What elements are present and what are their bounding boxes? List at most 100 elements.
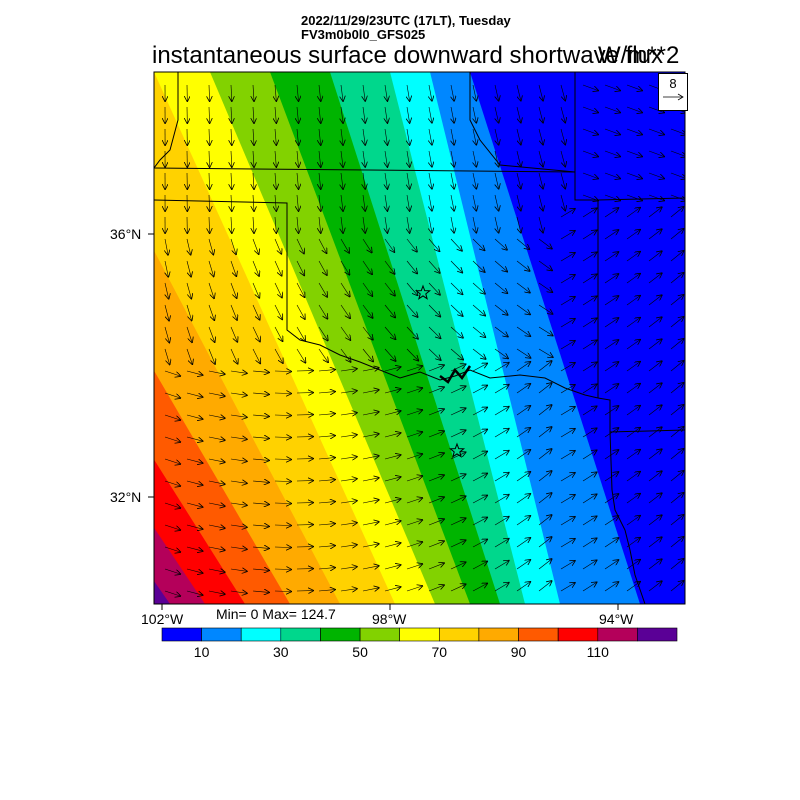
wind-arrow [363, 128, 365, 145]
wind-arrow [648, 229, 662, 240]
wind-arrow [340, 545, 357, 547]
wind-arrow [384, 282, 395, 296]
wind-arrow [164, 480, 180, 486]
wind-arrow [406, 476, 422, 482]
wind-arrow [451, 194, 454, 211]
wind-arrow [274, 415, 291, 416]
wind-arrow [560, 407, 575, 416]
wind-arrow [275, 172, 276, 189]
plot-title: instantaneous surface downward shortwave… [152, 42, 663, 69]
wind-arrow [406, 366, 422, 372]
wind-arrow [648, 273, 662, 284]
wind-arrow [384, 433, 401, 438]
wind-arrow [560, 319, 575, 328]
wind-arrow [670, 361, 683, 372]
wind-arrow [341, 172, 343, 189]
wind-arrow [164, 568, 180, 574]
wind-arrow [340, 304, 350, 318]
wind-arrow [231, 172, 232, 189]
wind-arrow [274, 348, 283, 363]
wind-arrow [604, 340, 618, 350]
wind-arrow [494, 539, 509, 548]
wind-arrow [385, 194, 387, 211]
wind-arrow [626, 274, 640, 284]
wind-arrow [450, 518, 466, 526]
wind-arrow [626, 384, 640, 394]
wind-arrow [648, 361, 662, 372]
wind-arrow [429, 128, 432, 145]
wind-arrow [318, 568, 335, 569]
wind-arrow [428, 475, 444, 482]
wind-arrow [164, 348, 170, 364]
wind-arrow [473, 194, 476, 211]
wind-arrow [670, 339, 683, 350]
wind-arrow [230, 503, 247, 505]
wind-arrow [560, 539, 575, 548]
wind-arrow [450, 474, 466, 482]
wind-arrow [626, 194, 642, 201]
wind-arrow [517, 216, 521, 233]
wind-arrow [670, 581, 683, 592]
wind-arrow [275, 84, 276, 101]
wind-arrow [340, 501, 357, 503]
wind-arrow [450, 282, 462, 294]
wind-arrow [164, 546, 180, 552]
wind-arrow [296, 282, 305, 297]
wind-arrow [406, 326, 418, 339]
wind-arrow [428, 348, 441, 360]
wind-arrow [297, 172, 299, 189]
wind-arrow [582, 318, 597, 328]
wind-arrow [186, 458, 203, 463]
wind-arrow [428, 541, 444, 548]
wind-arrow [362, 348, 373, 361]
wind-arrow [187, 238, 191, 255]
wind-arrow [385, 84, 387, 101]
wind-arrow [648, 427, 662, 438]
wind-arrow [428, 519, 444, 526]
wind-arrow [362, 478, 379, 481]
wind-arrow [296, 348, 305, 363]
wind-arrow [252, 260, 259, 276]
wind-arrow [428, 260, 440, 273]
wind-arrow [340, 282, 350, 296]
wind-arrow [429, 106, 432, 123]
wind-arrow [451, 150, 454, 167]
wind-arrow [296, 238, 304, 253]
wind-arrow [538, 326, 553, 336]
wind-arrow [407, 216, 410, 233]
wind-arrow [384, 326, 395, 339]
wind-arrow [340, 457, 357, 459]
wind-arrow [626, 406, 640, 416]
wind-arrow [626, 208, 640, 218]
colorbar-swatch [478, 627, 519, 642]
wind-arrow [648, 471, 662, 482]
wind-arrow [319, 128, 321, 145]
wind-arrow [604, 406, 618, 416]
wind-arrow [538, 361, 552, 372]
wind-arrow [648, 194, 664, 201]
wind-arrow [560, 150, 565, 166]
colorbar-swatch [399, 627, 440, 642]
wind-arrow [362, 456, 379, 459]
wind-arrow [230, 415, 247, 417]
wind-arrow [340, 589, 357, 591]
wind-arrow [626, 150, 642, 157]
wind-arrow [604, 172, 620, 179]
wind-arrow [275, 128, 276, 145]
wind-arrow [362, 238, 372, 252]
wind-arrow [472, 348, 486, 359]
shortwave-flux-field [154, 72, 685, 604]
wind-arrow [230, 393, 247, 395]
wind-arrow [230, 591, 247, 593]
wind-arrow [252, 326, 260, 341]
wind-arrow [516, 538, 530, 548]
wind-arrow [319, 194, 321, 211]
wind-arrow [253, 84, 254, 101]
wind-arrow [362, 390, 379, 393]
wind-arrow [252, 371, 269, 372]
wind-arrow [318, 414, 335, 415]
wind-arrow [341, 106, 343, 123]
wind-arrow [406, 520, 422, 526]
wind-arrow [670, 515, 683, 526]
